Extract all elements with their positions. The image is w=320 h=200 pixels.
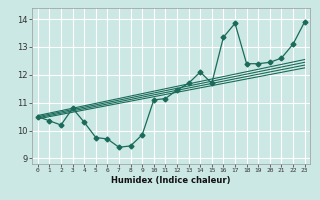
X-axis label: Humidex (Indice chaleur): Humidex (Indice chaleur) bbox=[111, 176, 231, 185]
